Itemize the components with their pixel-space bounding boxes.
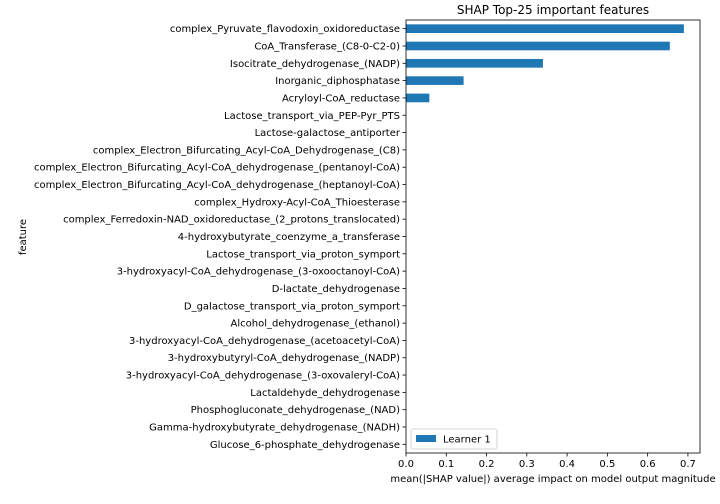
legend-label-learner-1: Learner 1	[443, 435, 491, 446]
x-tick-label: 0.7	[680, 459, 696, 470]
y-tick-label: D-lactate_dehydrogenase	[272, 284, 400, 295]
bar-coa-transferase-c8-0-c2-0	[406, 41, 670, 51]
y-tick-label: complex_Electron_Bifurcating_Acyl-CoA_de…	[34, 163, 400, 174]
y-tick-label: Acryloyl-CoA_reductase	[282, 93, 400, 104]
bar-isocitrate-dehydrogenase-nadp	[406, 58, 543, 68]
x-tick-label: 0.6	[640, 459, 656, 470]
x-tick-label: 0.1	[438, 459, 454, 470]
y-tick-label: Inorganic_diphosphatase	[275, 76, 400, 87]
y-tick-label: Lactose_transport_via_proton_symport	[206, 249, 400, 260]
bars-group	[406, 24, 684, 103]
y-tick-label: CoA_Transferase_(C8-0-C2-0)	[254, 41, 400, 52]
y-tick-label: 3-hydroxyacyl-CoA_dehydrogenase_(3-oxooc…	[117, 267, 400, 278]
y-tick-label: 3-hydroxyacyl-CoA_dehydrogenase_(3-oxova…	[126, 371, 400, 382]
y-tick-label: 3-hydroxybutyryl-CoA_dehydrogenase_(NADP…	[168, 353, 400, 364]
y-tick-label: Isocitrate_dehydrogenase_(NADP)	[230, 59, 400, 70]
y-tick-label: complex_Electron_Bifurcating_Acyl-CoA_de…	[34, 180, 400, 191]
plot-frame	[405, 19, 701, 454]
x-tick-label: 0.3	[519, 459, 535, 470]
y-tick-label: 3-hydroxyacyl-CoA_dehydrogenase_(acetoac…	[129, 336, 400, 347]
y-tick-label: D_galactose_transport_via_proton_symport	[184, 301, 400, 312]
y-tick-label: Phosphogluconate_dehydrogenase_(NAD)	[191, 405, 400, 416]
x-tick-label: 0.5	[599, 459, 615, 470]
y-tick-label: Alcohol_dehydrogenase_(ethanol)	[231, 319, 401, 330]
legend-box	[410, 428, 498, 450]
y-tick-label: complex_Electron_Bifurcating_Acyl-CoA_De…	[93, 145, 400, 156]
y-tick-label: Lactose_transport_via_PEP-Pyr_PTS	[224, 111, 400, 122]
bar-inorganic-diphosphatase	[406, 76, 464, 85]
legend: Learner 1	[410, 428, 498, 450]
y-tick-label: Glucose_6-phosphate_dehydrogenase	[210, 440, 400, 451]
x-axis-title: mean(|SHAP value|) average impact on mod…	[390, 474, 715, 485]
x-tick-label: 0.0	[398, 459, 414, 470]
y-tick-label: Gamma-hydroxybutyrate_dehydrogenase_(NAD…	[149, 423, 400, 434]
y-axis-ticks: complex_Pyruvate_flavodoxin_oxidoreducta…	[34, 24, 406, 451]
legend-swatch-learner-1	[416, 435, 436, 442]
y-axis-title: feature	[18, 219, 29, 255]
y-tick-label: complex_Ferredoxin-NAD_oxidoreductase_(2…	[63, 215, 400, 226]
x-tick-label: 0.2	[479, 459, 495, 470]
bar-complex-pyruvate-flavodoxin-oxidoreductase	[406, 24, 684, 33]
x-tick-label: 0.4	[559, 459, 575, 470]
x-axis-ticks: 0.0 0.1 0.2 0.3 0.4 0.5 0.6 0.7	[398, 453, 696, 470]
y-tick-label: 4-hydroxybutyrate_coenzyme_a_transferase	[178, 232, 400, 243]
bar-acryloyl-coa-reductase	[406, 93, 430, 103]
chart-title: SHAP Top-25 important features	[457, 3, 649, 17]
y-tick-label: Lactaldehyde_dehydrogenase	[250, 388, 400, 399]
y-tick-label: complex_Pyruvate_flavodoxin_oxidoreducta…	[170, 24, 400, 35]
y-tick-label: complex_Hydroxy-Acyl-CoA_Thioesterase	[194, 197, 400, 208]
y-tick-label: Lactose-galactose_antiporter	[255, 128, 401, 139]
